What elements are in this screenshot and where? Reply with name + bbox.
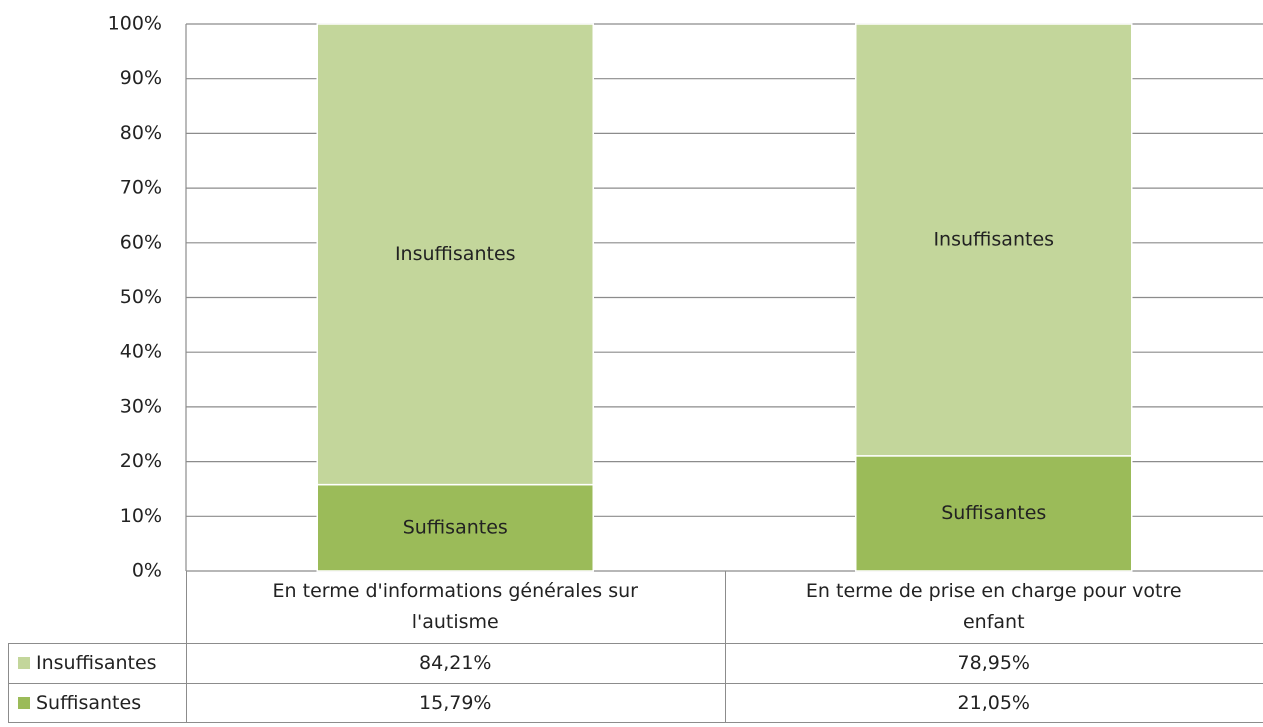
bar-segment: [855, 23, 1133, 457]
segment-label: Insuffisantes: [933, 228, 1054, 250]
table-border: [8, 643, 1263, 645]
segment-label: Insuffisantes: [395, 243, 516, 265]
category-label: En terme de prise en charge pour votre e…: [805, 580, 1182, 633]
y-tick-label: 80%: [120, 122, 162, 144]
y-tick-label: 40%: [120, 341, 162, 363]
table-value: 21,05%: [957, 691, 1030, 714]
y-tick-label: 100%: [108, 13, 162, 35]
legend-cell: Insuffisantes: [8, 643, 186, 683]
y-tick-label: 60%: [120, 231, 162, 253]
y-tick-label: 10%: [120, 505, 162, 527]
segment-label: Suffisantes: [941, 502, 1046, 524]
table-value-cell: 78,95%: [725, 643, 1263, 683]
legend-label: Suffisantes: [36, 691, 142, 714]
y-tick-label: 0%: [132, 560, 162, 582]
table-border: [724, 571, 726, 723]
category-cell: En terme de prise en charge pour votre e…: [725, 571, 1263, 643]
table-value: 78,95%: [957, 651, 1030, 674]
y-tick-label: 70%: [120, 177, 162, 199]
bar-segment: [855, 455, 1133, 572]
category-cell: En terme d'informations générales sur l'…: [186, 571, 725, 643]
table-border: [186, 571, 188, 723]
legend-label: Insuffisantes: [36, 651, 157, 674]
bar-segment: [316, 23, 594, 486]
table-value: 84,21%: [419, 651, 492, 674]
legend-swatch: [18, 697, 30, 709]
y-tick-label: 50%: [120, 286, 162, 308]
table-value-cell: 15,79%: [186, 683, 725, 723]
y-tick-label: 30%: [120, 395, 162, 417]
table-border: [8, 643, 10, 723]
table-value-cell: 21,05%: [725, 683, 1263, 723]
table-value: 15,79%: [419, 691, 492, 714]
y-tick-label: 20%: [120, 450, 162, 472]
category-label: En terme d'informations générales sur l'…: [272, 580, 638, 633]
table-value-cell: 84,21%: [186, 643, 725, 683]
segment-label: Suffisantes: [403, 516, 508, 538]
y-tick-label: 90%: [120, 67, 162, 89]
bar-segment: [316, 483, 594, 572]
legend-cell: Suffisantes: [8, 683, 186, 723]
table-border: [8, 722, 1263, 724]
legend-swatch: [18, 657, 30, 669]
table-border: [8, 683, 1263, 685]
